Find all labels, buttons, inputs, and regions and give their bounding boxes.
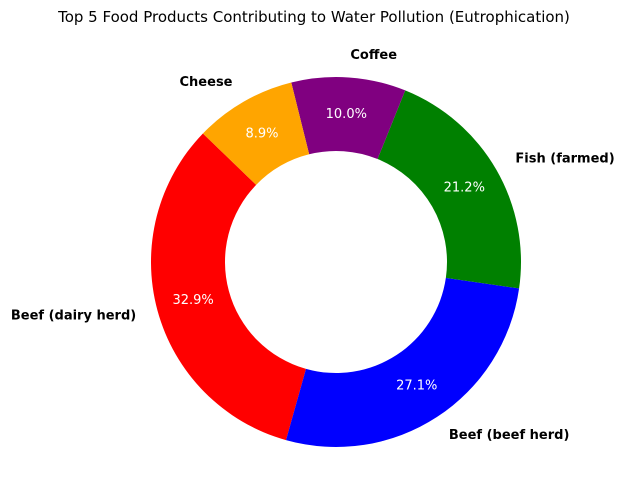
percent-label-cheese: 8.9% — [245, 126, 278, 141]
chart-title: Top 5 Food Products Contributing to Wate… — [58, 8, 570, 26]
donut-slice-beef-dairy-herd — [150, 133, 307, 441]
donut-slice-fish-farmed — [377, 90, 521, 289]
category-label-beef-beef-herd: Beef (beef herd) — [449, 428, 570, 443]
donut-slice-cheese — [202, 82, 310, 185]
donut-slice-coffee — [291, 76, 406, 160]
category-label-cheese: Cheese — [180, 75, 233, 90]
category-label-coffee: Coffee — [350, 48, 397, 63]
percent-label-fish-farmed: 21.2% — [444, 181, 485, 196]
percent-label-beef-dairy-herd: 32.9% — [172, 293, 213, 308]
category-label-beef-dairy-herd: Beef (dairy herd) — [11, 309, 136, 324]
donut-slice-beef-beef-herd — [286, 277, 520, 447]
category-label-fish-farmed: Fish (farmed) — [515, 151, 614, 166]
percent-label-beef-beef-herd: 27.1% — [396, 379, 437, 394]
percent-label-coffee: 10.0% — [326, 107, 367, 122]
